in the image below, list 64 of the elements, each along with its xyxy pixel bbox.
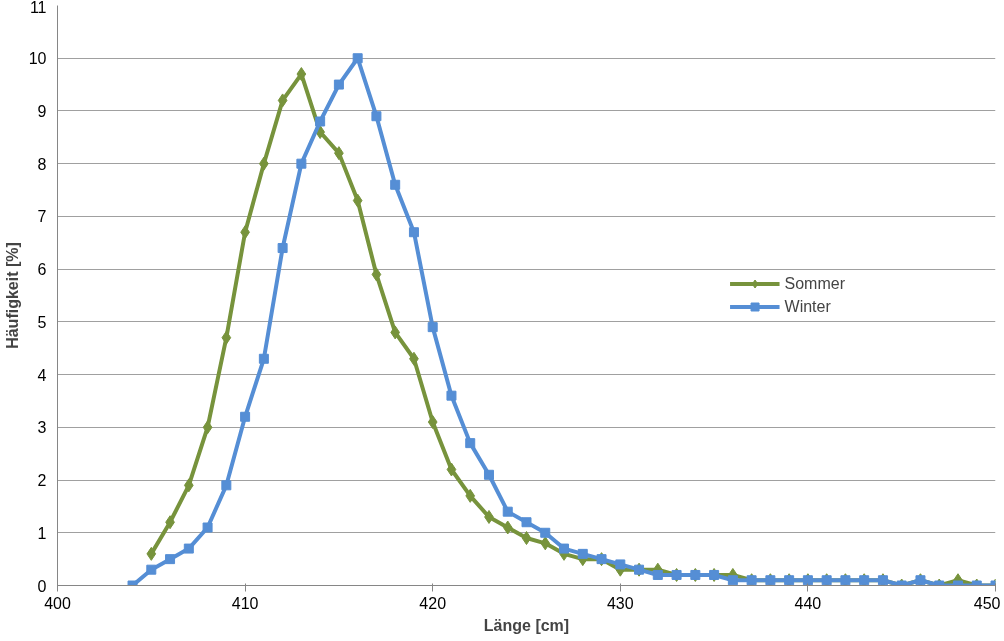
x-tick-label: 420 — [419, 594, 447, 612]
point — [352, 53, 363, 64]
point — [258, 353, 269, 364]
point — [221, 480, 232, 491]
point — [446, 390, 457, 401]
point — [146, 546, 157, 561]
x-tick-label: 400 — [44, 594, 71, 612]
y-tick-label: 1 — [37, 524, 47, 542]
point — [427, 322, 438, 333]
y-tick-label: 7 — [37, 208, 47, 226]
legend-label: Sommer — [784, 274, 845, 293]
point — [390, 325, 401, 340]
point — [502, 520, 513, 535]
point — [390, 179, 401, 190]
y-tick-label: 6 — [37, 261, 47, 279]
y-tick-label: 3 — [37, 419, 47, 437]
point — [521, 531, 532, 546]
point — [240, 411, 251, 422]
point — [559, 543, 570, 554]
x-tick-label: 430 — [606, 594, 634, 612]
point — [183, 543, 194, 554]
point — [202, 420, 213, 435]
x-tick-label: 450 — [973, 594, 1001, 612]
point — [615, 559, 626, 570]
point — [502, 506, 513, 517]
point — [408, 227, 419, 238]
point — [315, 116, 326, 127]
point — [277, 243, 288, 254]
y-tick-label: 10 — [28, 50, 47, 68]
point — [371, 267, 382, 282]
point — [352, 193, 363, 208]
point — [465, 488, 476, 503]
point — [183, 478, 194, 493]
point — [296, 67, 307, 82]
y-tick-label: 4 — [37, 366, 47, 384]
point — [540, 527, 551, 538]
point — [652, 569, 663, 580]
x-tick-label: 440 — [794, 594, 822, 612]
y-tick-label: 0 — [37, 577, 47, 595]
point — [165, 554, 176, 565]
y-axis-title: Häufigkeit [%] — [3, 242, 21, 349]
y-tick-label: 2 — [37, 472, 47, 490]
y-tick-label: 11 — [29, 0, 47, 16]
point — [221, 330, 232, 345]
legend-label: Winter — [784, 297, 831, 316]
point — [727, 575, 738, 586]
point — [577, 548, 588, 559]
x-axis-title: Länge [cm] — [483, 616, 570, 634]
point — [333, 79, 344, 90]
point — [277, 93, 288, 108]
x-tick-label: 410 — [231, 594, 259, 612]
point — [427, 415, 438, 430]
point — [483, 469, 494, 480]
point — [202, 522, 213, 533]
point — [446, 462, 457, 477]
point — [146, 564, 157, 575]
point — [296, 158, 307, 169]
point — [521, 517, 532, 528]
point — [465, 438, 476, 449]
point — [371, 111, 382, 122]
y-tick-label: 5 — [37, 313, 47, 331]
point — [540, 536, 551, 551]
y-tick-label: 8 — [37, 155, 47, 173]
y-tick-label: 9 — [37, 102, 47, 120]
